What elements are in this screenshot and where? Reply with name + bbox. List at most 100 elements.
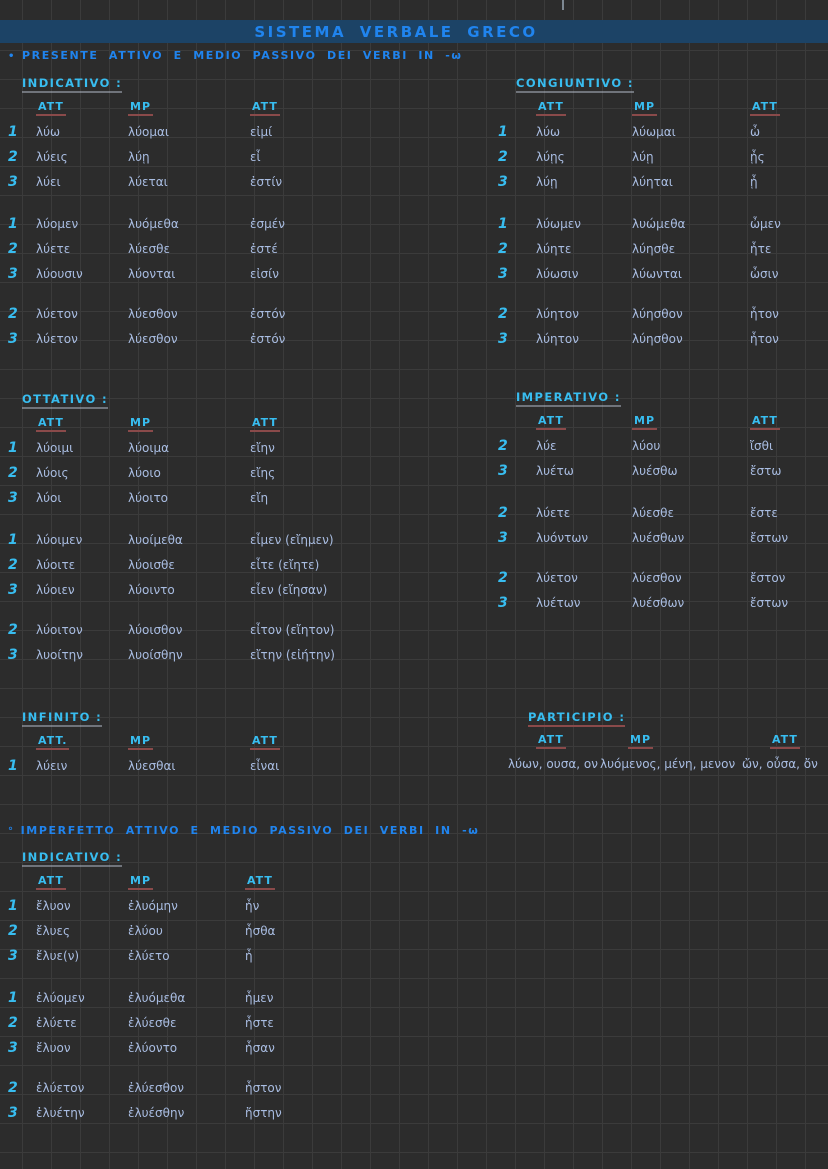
mood-title: OTTATIVO : — [22, 392, 109, 409]
greek-form: ἔλυε(ν) — [36, 948, 80, 963]
greek-form: λυοίμεθα — [128, 532, 183, 547]
greek-form: λυέτω — [536, 463, 574, 478]
paradigm-row: 3 λυόντων λυέσθων ἔστων — [496, 525, 828, 550]
person-number: 2 — [498, 240, 508, 257]
group-spacer — [6, 510, 400, 527]
greek-form: ἐλυέτην — [36, 1105, 85, 1120]
greek-form: λυέσθων — [632, 595, 685, 610]
greek-form: ᾖς — [750, 149, 765, 164]
mood-title: PARTICIPIO : — [528, 710, 626, 727]
greek-form: λύοιτε — [36, 557, 76, 572]
page-title: SISTEMA VERBALE GRECO — [254, 22, 538, 41]
greek-form: ἐλύετε — [36, 1015, 77, 1030]
greek-form: λύωμαι — [632, 124, 676, 139]
greek-form: λύητον — [536, 331, 579, 346]
person-number: 3 — [498, 330, 508, 347]
greek-form: ἐλύετο — [128, 948, 170, 963]
greek-form: ἦ — [245, 948, 253, 963]
greek-form: ἔστων — [750, 595, 789, 610]
greek-form: λύοιμι — [36, 440, 74, 455]
person-number: 2 — [8, 1079, 18, 1096]
person-number: 2 — [8, 621, 18, 638]
paradigm-row: 2 λύοιτον λύοισθον εἶτον (εἴητον) — [6, 617, 400, 642]
greek-form: λύου — [632, 438, 661, 453]
paradigm-row: 3 λύοι λύοιτο εἴη — [6, 485, 400, 510]
greek-form: λυόμενος, μένη, μενον — [600, 756, 736, 771]
greek-form: ἔλυες — [36, 923, 71, 938]
greek-form: λυόντων — [536, 530, 589, 545]
person-number: 3 — [498, 462, 508, 479]
column-header: MP — [128, 874, 245, 890]
greek-form: λύοιο — [128, 465, 161, 480]
greek-form: εἶναι — [250, 758, 280, 773]
person-number: 2 — [8, 305, 18, 322]
greek-form: λύηται — [632, 174, 673, 189]
column-header: ATT — [508, 733, 600, 749]
greek-form: λύει — [36, 174, 61, 189]
greek-form: λύεσθον — [632, 570, 682, 585]
group-spacer — [496, 483, 828, 500]
person-number: 2 — [498, 148, 508, 165]
greek-form: εἴην — [250, 440, 275, 455]
paradigm-row: 3 λυέτων λυέσθων ἔστων — [496, 590, 828, 615]
greek-form: εἴτην (εἰήτην) — [250, 647, 335, 662]
ottativo-table: OTTATIVO : ATT MP ATT 1 λύοιμι λύοιμα εἴην 2 λύο… — [6, 388, 400, 667]
paradigm-row: 3 λύωσιν λύωνται ὦσιν — [496, 261, 828, 286]
paradigm-row: 3 λύετον λύεσθον ἐστόν — [6, 326, 400, 351]
greek-form: λύητον — [536, 306, 579, 321]
column-header-row: ATT MP ATT — [496, 411, 828, 433]
paradigm-row: 1 λύοιμεν λυοίμεθα εἶμεν (εἴημεν) — [6, 527, 400, 552]
person-number: 3 — [8, 1104, 18, 1121]
group-spacer — [496, 286, 828, 301]
column-header: ATT — [750, 100, 828, 116]
person-number: 3 — [8, 173, 18, 190]
mood-title: IMPERATIVO : — [516, 390, 621, 407]
greek-form: εἴης — [250, 465, 276, 480]
greek-form: ἦτον — [750, 306, 779, 321]
greek-form: ἦτον — [750, 331, 779, 346]
paradigm-row: 2 λύετε λύεσθε ἐστέ — [6, 236, 400, 261]
infinito-table: INFINITO : ATT. MP ATT 1 λύειν λύεσθαι εἶναι — [6, 706, 400, 778]
greek-form: ἔλυον — [36, 1040, 71, 1055]
greek-form: ὦ — [750, 124, 761, 139]
column-header: ATT — [750, 414, 828, 430]
column-header: ATT — [536, 100, 632, 116]
greek-form: λύοιτον — [36, 622, 83, 637]
group-spacer — [6, 194, 400, 211]
section-imperfetto-heading: ° IMPERFETTO ATTIVO E MEDIO PASSIVO DEI V… — [8, 824, 479, 837]
paradigm-row: 2 λύῃς λύῃ ᾖς — [496, 144, 828, 169]
greek-form: λύῃς — [536, 149, 565, 164]
person-number: 3 — [8, 330, 18, 347]
column-header: ATT — [536, 414, 632, 430]
greek-form: ἦν — [245, 898, 260, 913]
greek-form: λύεσθε — [128, 241, 170, 256]
column-header-row: ATT MP ATT — [508, 731, 828, 751]
greek-form: λύων, ουσα, ον — [508, 756, 598, 771]
greek-form: εἶτε (εἴητε) — [250, 557, 320, 572]
greek-form: λύοιμα — [128, 440, 169, 455]
paradigm-row: 1 λύειν λύεσθαι εἶναι — [6, 753, 400, 778]
imperativo-table: IMPERATIVO : ATT MP ATT 2 λύε λύου ἴσθι 3 λυέτω λ… — [496, 386, 828, 615]
greek-form: λυέσθων — [632, 530, 685, 545]
greek-form: λύετον — [36, 331, 78, 346]
greek-form: λύωνται — [632, 266, 682, 281]
greek-form: λύετον — [536, 570, 578, 585]
greek-form: ἐλύομεν — [36, 990, 85, 1005]
paradigm-row: 2 λύε λύου ἴσθι — [496, 433, 828, 458]
group-spacer — [496, 194, 828, 211]
column-header: ATT — [36, 416, 128, 432]
greek-form: ἔστω — [750, 463, 782, 478]
paradigm-row: 2 ἐλύετε ἐλύεσθε ἦστε — [6, 1010, 395, 1035]
greek-form: ἦτε — [750, 241, 772, 256]
paradigm-row: 2 λύετον λύεσθον ἔστον — [496, 565, 828, 590]
person-number: 1 — [8, 215, 18, 232]
column-header-row: ATT MP ATT — [6, 413, 400, 435]
paradigm-row: 1 ἐλύομεν ἐλυόμεθα ἦμεν — [6, 985, 395, 1010]
greek-form: λύητε — [536, 241, 572, 256]
greek-form: ἐστόν — [250, 331, 286, 346]
column-header: ATT — [36, 874, 128, 890]
person-number: 2 — [8, 148, 18, 165]
column-header: MP — [128, 734, 250, 750]
greek-form: ἔστον — [750, 570, 786, 585]
column-header: ATT — [250, 734, 400, 750]
